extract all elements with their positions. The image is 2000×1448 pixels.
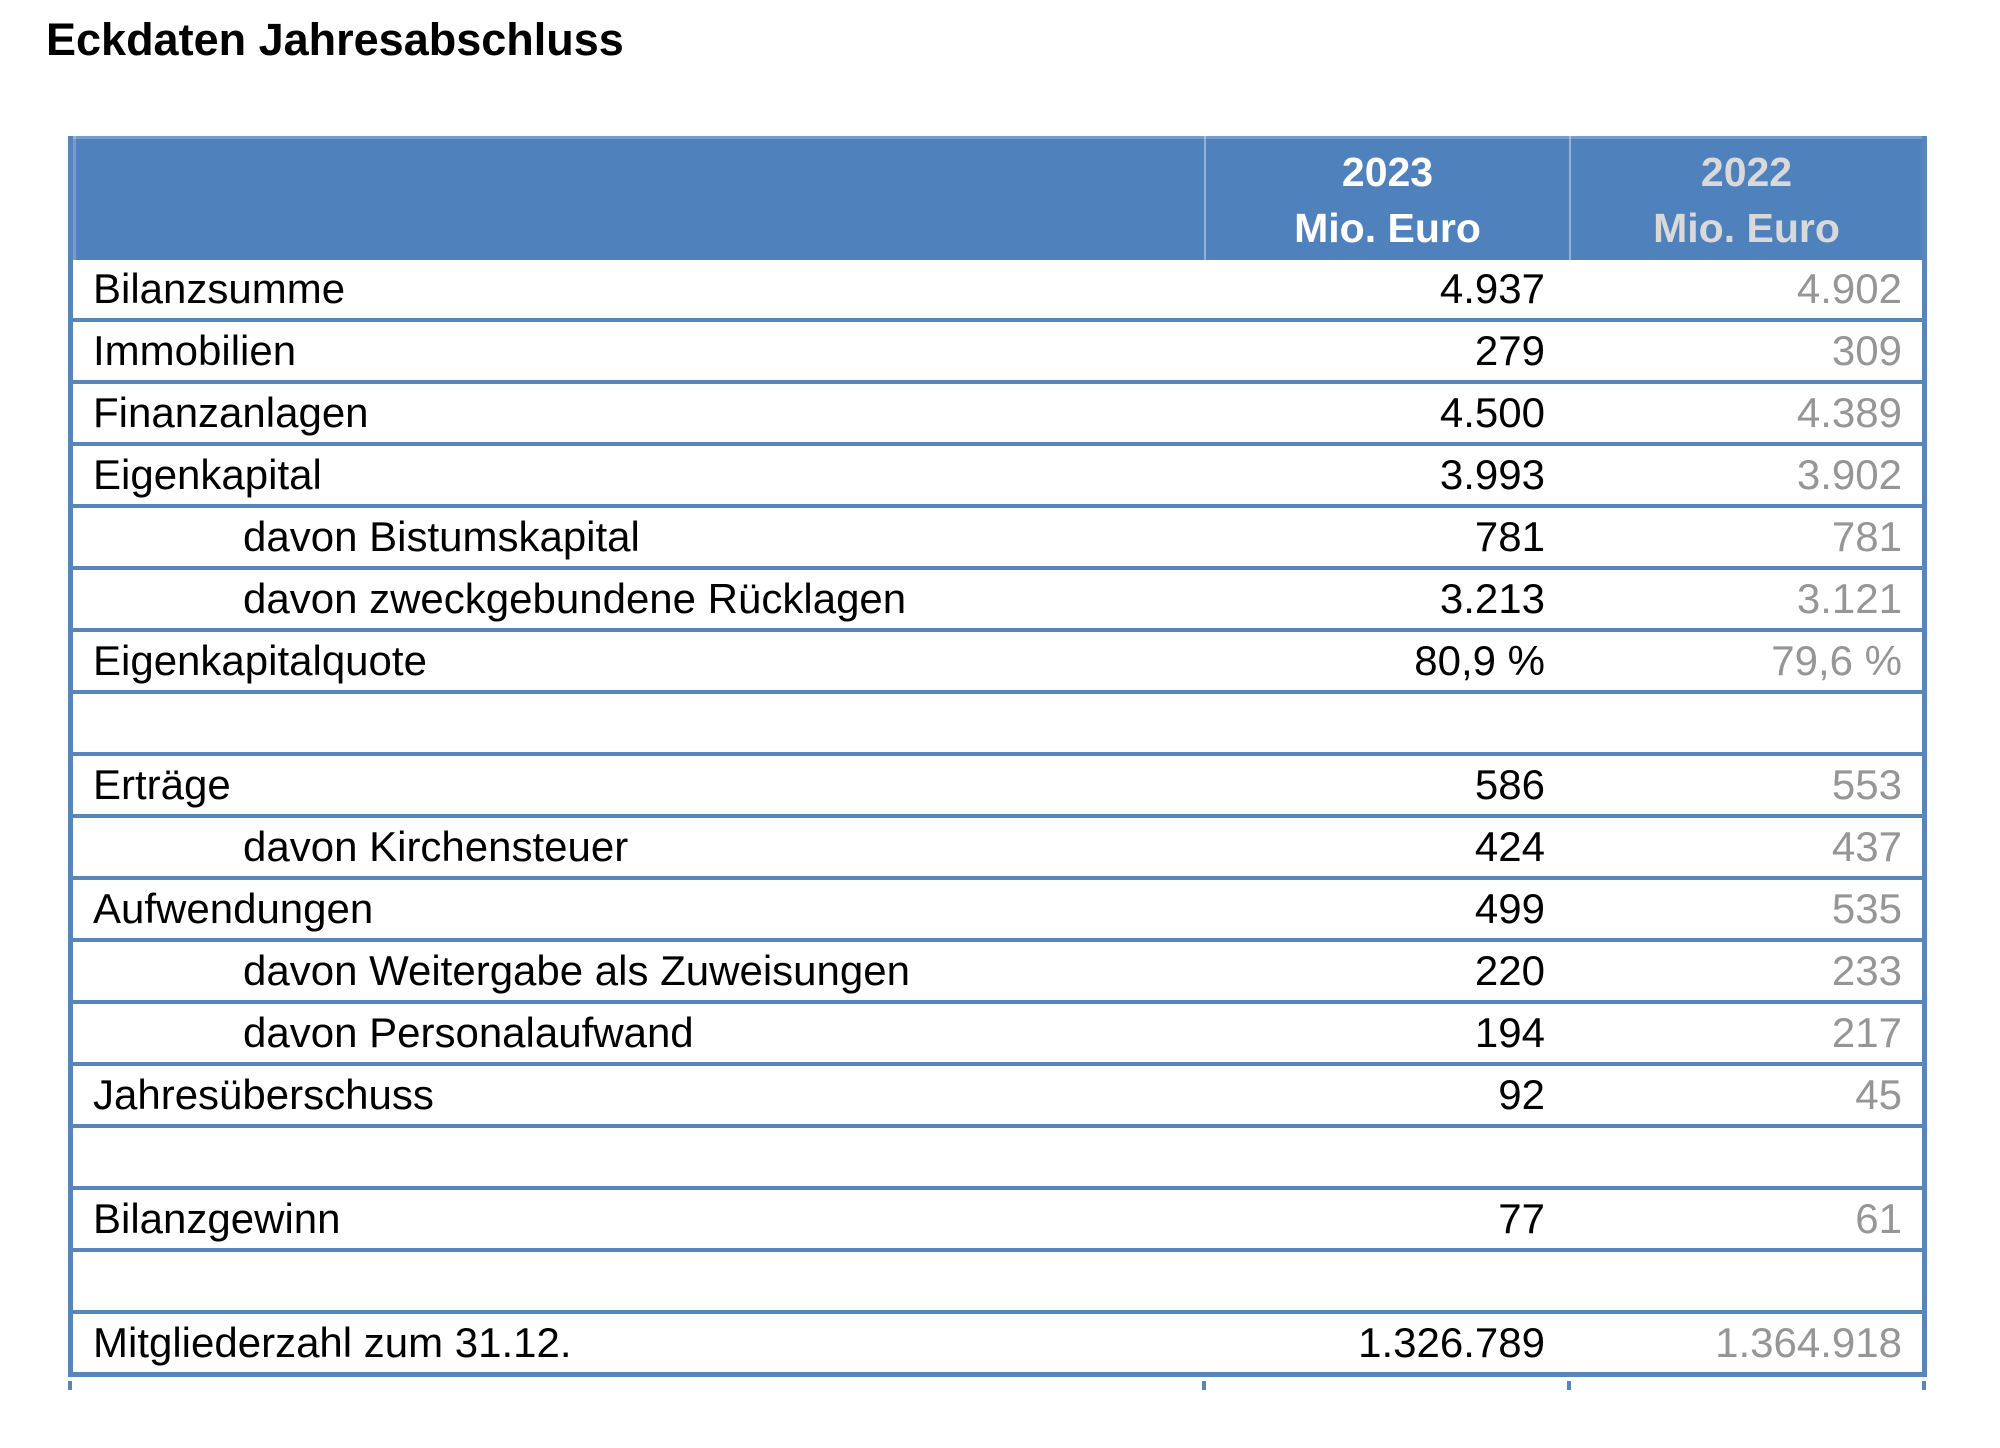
row-label: Bilanzsumme	[93, 265, 346, 312]
table-border-stub	[1567, 1381, 1571, 1390]
value-2023: 781	[1474, 513, 1545, 560]
value-2022: 1.364.918	[1715, 1319, 1902, 1366]
row-label: Aufwendungen	[93, 885, 374, 932]
value-2022: 535	[1831, 885, 1902, 932]
value-2022: 4.389	[1796, 389, 1902, 436]
table-row: Aufwendungen 499 535	[73, 880, 1922, 942]
table-row: davon Kirchensteuer 424 437	[73, 818, 1922, 880]
value-2023: 3.993	[1439, 451, 1545, 498]
table-row: Eigenkapitalquote 80,9 % 79,6 %	[73, 632, 1922, 694]
value-2022: 45	[1855, 1071, 1902, 1118]
value-2023: 3.213	[1439, 575, 1545, 622]
header-2022-year: 2022	[1700, 149, 1793, 195]
row-label: davon Kirchensteuer	[243, 823, 629, 870]
header-2022-unit: Mio. Euro	[1653, 205, 1840, 251]
value-2023: 80,9 %	[1414, 637, 1545, 684]
value-2022: 79,6 %	[1771, 637, 1902, 684]
header-cell-2022: 2022 Mio. Euro	[1569, 136, 1922, 260]
row-label: Bilanzgewinn	[93, 1195, 341, 1242]
row-label: davon Bistumskapital	[243, 513, 640, 560]
row-label: Erträge	[93, 761, 231, 808]
table-row: Erträge 586 553	[73, 756, 1922, 818]
row-label: davon zweckgebundene Rücklagen	[243, 575, 907, 622]
table-row: davon Personalaufwand 194 217	[73, 1004, 1922, 1066]
table-row: davon zweckgebundene Rücklagen 3.213 3.1…	[73, 570, 1922, 632]
value-2023: 424	[1474, 823, 1545, 870]
row-label: Mitgliederzahl zum 31.12.	[93, 1319, 572, 1366]
value-2023: 220	[1474, 947, 1545, 994]
table-border-stub	[1202, 1381, 1206, 1390]
value-2022: 437	[1831, 823, 1902, 870]
table-row: Immobilien 279 309	[73, 322, 1922, 384]
value-2022: 233	[1831, 947, 1902, 994]
table-row: Bilanzsumme 4.937 4.902	[73, 260, 1922, 322]
row-label: davon Weitergabe als Zuweisungen	[243, 947, 910, 994]
header-cell-empty	[73, 136, 1204, 260]
table-body: Bilanzsumme 4.937 4.902 Immobilien 279 3…	[73, 260, 1922, 1372]
table-row	[73, 694, 1922, 756]
header-2023-year: 2023	[1341, 149, 1434, 195]
value-2022: 309	[1831, 327, 1902, 374]
row-label: Immobilien	[93, 327, 297, 374]
row-label: davon Personalaufwand	[243, 1009, 694, 1056]
row-label: Eigenkapitalquote	[93, 637, 427, 684]
table-row: davon Bistumskapital 781 781	[73, 508, 1922, 570]
value-2023: 1.326.789	[1358, 1319, 1545, 1366]
value-2023: 194	[1474, 1009, 1545, 1056]
value-2022: 3.121	[1796, 575, 1902, 622]
value-2022: 4.902	[1796, 265, 1902, 312]
value-2022: 553	[1831, 761, 1902, 808]
table-row	[73, 1128, 1922, 1190]
value-2022: 3.902	[1796, 451, 1902, 498]
value-2023: 92	[1498, 1071, 1545, 1118]
value-2023: 77	[1498, 1195, 1545, 1242]
table-border-stub	[1922, 1381, 1926, 1390]
value-2023: 4.937	[1439, 265, 1545, 312]
table-row: Bilanzgewinn 77 61	[73, 1190, 1922, 1252]
page-title: Eckdaten Jahresabschluss	[46, 14, 624, 65]
value-2023: 4.500	[1439, 389, 1545, 436]
table-header-row: 2023 Mio. Euro 2022 Mio. Euro	[73, 136, 1922, 260]
table-row: Jahresüberschuss 92 45	[73, 1066, 1922, 1128]
row-label: Jahresüberschuss	[93, 1071, 434, 1118]
row-label: Finanzanlagen	[93, 389, 369, 436]
value-2023: 586	[1474, 761, 1545, 808]
header-cell-2023: 2023 Mio. Euro	[1204, 136, 1569, 260]
value-2022: 217	[1831, 1009, 1902, 1056]
value-2023: 279	[1474, 327, 1545, 374]
value-2023: 499	[1474, 885, 1545, 932]
table-row: Eigenkapital 3.993 3.902	[73, 446, 1922, 508]
row-label: Eigenkapital	[93, 451, 322, 498]
header-2023-unit: Mio. Euro	[1294, 205, 1481, 251]
table-border-stub	[68, 1381, 72, 1390]
table-row: Mitgliederzahl zum 31.12. 1.326.789 1.36…	[73, 1314, 1922, 1372]
value-2022: 781	[1831, 513, 1902, 560]
table-row: Finanzanlagen 4.500 4.389	[73, 384, 1922, 446]
table-row	[73, 1252, 1922, 1314]
value-2022: 61	[1855, 1195, 1902, 1242]
financial-key-figures-table: 2023 Mio. Euro 2022 Mio. Euro Bilanzsumm…	[68, 136, 1927, 1377]
table-row: davon Weitergabe als Zuweisungen 220 233	[73, 942, 1922, 1004]
